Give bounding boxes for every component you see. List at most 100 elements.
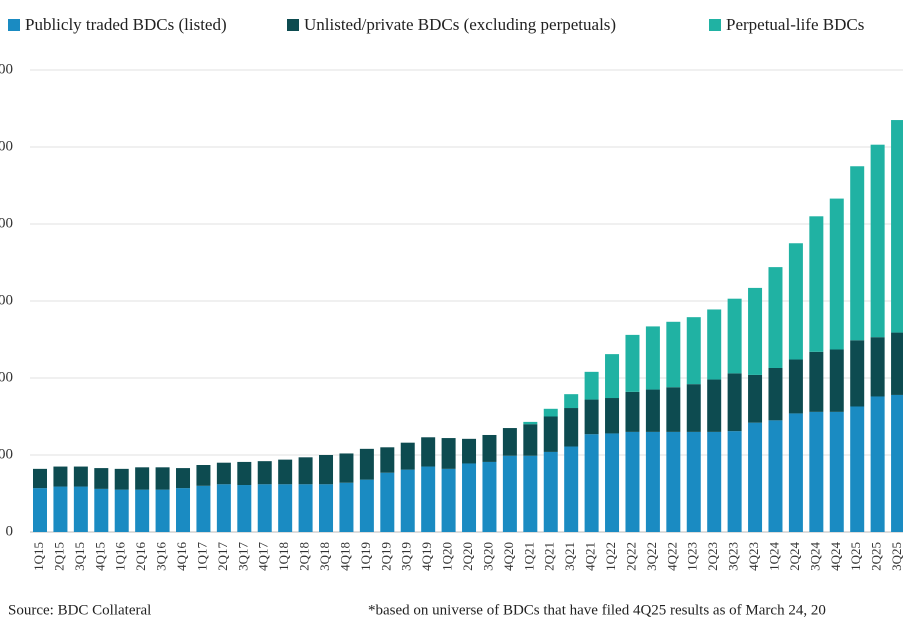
x-tick-label: 1Q21	[521, 542, 536, 571]
y-tick-label: 600	[0, 61, 13, 77]
x-tick-label: 2Q24	[787, 542, 802, 571]
bar-segment	[482, 461, 497, 532]
bar-segment	[707, 431, 722, 532]
bar-segment	[216, 462, 231, 485]
bar-segment	[686, 384, 701, 432]
bar-segment	[155, 489, 170, 532]
bar-segment	[870, 144, 885, 338]
bar-segment	[33, 468, 47, 489]
bar-segment	[400, 442, 415, 470]
x-tick-label: 4Q16	[174, 542, 189, 571]
bar-segment	[564, 394, 579, 409]
x-tick-label: 3Q20	[480, 542, 495, 571]
bar-segment	[605, 433, 620, 532]
x-tick-label: 4Q19	[419, 542, 434, 571]
x-tick-label: 2Q18	[297, 542, 312, 571]
bar-segment	[829, 349, 844, 412]
bar-segment	[237, 485, 252, 532]
bar-segment	[850, 166, 865, 341]
bar-segment	[523, 421, 538, 425]
x-tick-label: 4Q24	[828, 542, 843, 571]
y-tick-label: 200	[0, 369, 13, 385]
bar-segment	[278, 484, 293, 532]
bar-segment	[135, 489, 150, 532]
bar-segment	[666, 387, 681, 432]
bar-segment	[625, 431, 640, 532]
bar-segment	[645, 431, 660, 532]
x-tick-label: 4Q20	[501, 542, 516, 571]
bar-segment	[462, 463, 477, 532]
bar-segment	[686, 317, 701, 385]
bar-segment	[319, 455, 334, 485]
legend-swatch	[8, 19, 20, 31]
x-tick-label: 3Q21	[562, 542, 577, 571]
bar-segment	[605, 354, 620, 399]
x-tick-label: 3Q16	[154, 542, 169, 571]
bar-segment	[257, 461, 272, 485]
bar-segment	[216, 484, 231, 532]
bar-segment	[196, 485, 211, 532]
bar-segment	[788, 413, 803, 532]
bar-segment	[829, 411, 844, 532]
x-tick-label: 2Q22	[623, 542, 638, 571]
y-tick-label: 500	[0, 138, 13, 154]
legend-label: Publicly traded BDCs (listed)	[25, 15, 227, 34]
bar-segment	[748, 374, 763, 423]
bar-segment	[584, 371, 599, 400]
y-tick-label: 400	[0, 215, 13, 231]
bar-segment	[605, 398, 620, 434]
x-tick-label: 1Q23	[685, 542, 700, 571]
x-tick-label: 1Q24	[766, 542, 781, 571]
x-tick-label: 2Q20	[460, 542, 475, 571]
footnote: *based on universe of BDCs that have fil…	[368, 602, 826, 618]
bar-segment	[768, 267, 783, 368]
bar-segment	[196, 465, 211, 486]
bar-segment	[73, 486, 88, 532]
bar-segment	[482, 434, 497, 462]
bar-segment	[768, 420, 783, 532]
bar-segment	[359, 479, 374, 532]
bar-segment	[114, 489, 129, 532]
bar-segment	[748, 287, 763, 375]
bar-segment	[850, 340, 865, 407]
bar-segment	[891, 120, 903, 333]
bar-segment	[809, 411, 824, 532]
bar-segment	[462, 438, 477, 464]
bar-segment	[809, 216, 824, 352]
y-tick-label: 0	[6, 523, 14, 539]
bar-segment	[850, 406, 865, 532]
bar-segment	[584, 434, 599, 532]
bar-segment	[543, 416, 558, 452]
bar-segment	[114, 468, 129, 490]
bar-segment	[339, 453, 354, 483]
bar-segment	[94, 468, 109, 489]
bar-segment	[564, 446, 579, 532]
x-tick-label: 2Q21	[542, 542, 557, 571]
bar-segment	[870, 337, 885, 397]
x-tick-label: 1Q15	[31, 542, 46, 571]
bar-segment	[176, 488, 191, 532]
x-tick-label: 3Q24	[807, 542, 822, 571]
bar-segment	[584, 399, 599, 435]
bar-segment	[625, 334, 640, 392]
bar-segment	[33, 488, 47, 532]
source: Source: BDC Collateral	[8, 602, 151, 618]
x-tick-label: 1Q16	[113, 542, 128, 571]
x-tick-label: 3Q23	[726, 542, 741, 571]
bar-segment	[727, 373, 742, 432]
bar-segment	[788, 243, 803, 360]
y-tick-label: 300	[0, 292, 13, 308]
y-tick-label: 100	[0, 446, 13, 462]
bar-segment	[707, 309, 722, 380]
x-tick-label: 2Q17	[215, 542, 230, 571]
x-tick-label: 4Q18	[337, 542, 352, 571]
bar-segment	[523, 455, 538, 532]
x-tick-label: 3Q22	[644, 542, 659, 571]
bar-segment	[891, 394, 903, 532]
x-tick-label: 3Q25	[889, 542, 903, 571]
bar-segment	[298, 457, 313, 485]
x-tick-label: 2Q15	[51, 542, 66, 571]
x-tick-label: 4Q23	[746, 542, 761, 571]
